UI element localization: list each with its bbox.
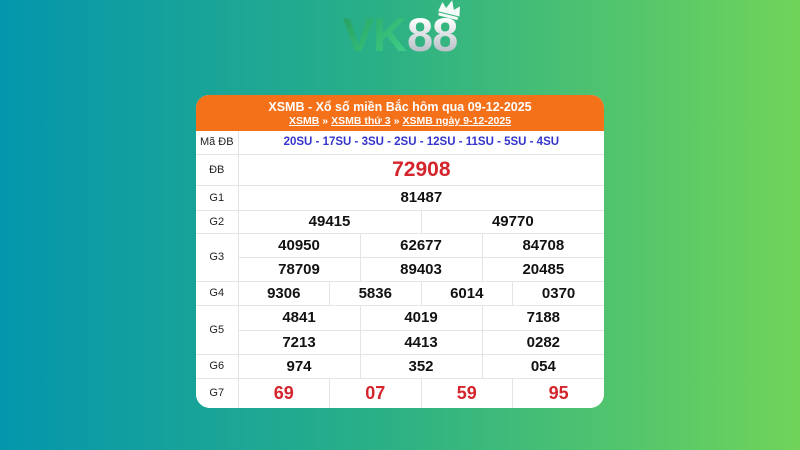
row-g5-line1: G5 4841 4019 7188 — [196, 304, 604, 355]
row-label-g1: G1 — [196, 184, 239, 211]
breadcrumb: XSMB» XSMB thứ 3» XSMB ngày 9-12-2025 — [196, 115, 604, 128]
prize-cell-g3: 40950 — [237, 232, 361, 258]
row-label-db: ĐB — [196, 153, 239, 186]
row-label-g7: G7 — [196, 377, 239, 408]
row-g3-line1: G3 40950 62677 84708 — [196, 232, 604, 282]
logo-text-vk: VK — [342, 8, 407, 61]
breadcrumb-link-xsmb[interactable]: XSMB — [288, 115, 320, 127]
prize-cell-g7: 59 — [420, 377, 513, 408]
prize-cell-g5: 4019 — [359, 304, 483, 331]
row-label-g2: G2 — [196, 209, 239, 234]
prize-cell-g3: 84708 — [481, 232, 604, 258]
prize-cell-g7: 95 — [512, 377, 604, 408]
result-title: XSMB - Xổ số miền Bắc hôm qua 09-12-2025 — [268, 100, 532, 114]
prize-cell-g6: 352 — [359, 353, 483, 379]
prize-cell-g5: 4413 — [359, 329, 483, 355]
row-label-g5: G5 — [196, 304, 239, 355]
row-label-g3: G3 — [196, 232, 239, 282]
header-bar: VK88 — [0, 0, 800, 64]
prize-cell-g5: 7213 — [238, 329, 361, 355]
prize-cell-g7: 07 — [329, 377, 422, 408]
row-label-g6: G6 — [196, 353, 239, 379]
vk88-logo[interactable]: VK88 — [342, 0, 461, 64]
results-table: Mã ĐB 20SU - 17SU - 3SU - 2SU - 12SU - 1… — [196, 131, 604, 408]
prize-cell-g2: 49415 — [237, 209, 422, 234]
row-g1: G1 81487 — [196, 184, 604, 211]
result-card-header: XSMB - Xổ số miền Bắc hôm qua 09-12-2025… — [196, 95, 604, 131]
prize-cell-g4: 6014 — [420, 280, 513, 306]
special-code-cell: 20SU - 17SU - 3SU - 2SU - 12SU - 11SU - … — [237, 131, 604, 155]
row-g2: G2 49415 49770 — [196, 209, 604, 234]
prize-cell-g5: 0282 — [481, 329, 604, 355]
row-g5-line2: 7213 4413 0282 — [196, 329, 604, 355]
prize-cell-g3: 78709 — [238, 256, 361, 282]
row-g3-line2: 78709 89403 20485 — [196, 256, 604, 282]
prize-cell-g5: 4841 — [237, 304, 361, 331]
crown-icon — [438, 0, 461, 20]
breadcrumb-link-xsmb-date[interactable]: XSMB ngày 9-12-2025 — [402, 115, 512, 127]
prize-cell-g5: 7188 — [481, 304, 604, 331]
row-g7: G7 69 07 59 95 — [196, 377, 604, 408]
breadcrumb-link-xsmb-thu3[interactable]: XSMB thứ 3 — [331, 115, 391, 127]
prize-cell-g4: 9306 — [237, 280, 330, 306]
row-db: ĐB 72908 — [196, 153, 604, 186]
prize-cell-g4: 0370 — [512, 280, 604, 306]
row-g6: G6 974 352 054 — [196, 353, 604, 379]
prize-cell-g4: 5836 — [329, 280, 422, 306]
row-g4: G4 9306 5836 6014 0370 — [196, 280, 604, 306]
prize-cell-g3: 20485 — [481, 256, 604, 282]
breadcrumb-separator: » — [322, 115, 329, 127]
breadcrumb-separator: » — [393, 115, 400, 127]
prize-cell-g1: 81487 — [237, 184, 604, 211]
prize-cell-g2: 49770 — [420, 209, 604, 234]
prize-cell-g3: 89403 — [359, 256, 483, 282]
prize-cell-g3: 62677 — [359, 232, 483, 258]
prize-cell-g6: 054 — [481, 353, 604, 379]
prize-cell-g6: 974 — [237, 353, 361, 379]
lottery-result-card: XSMB - Xổ số miền Bắc hôm qua 09-12-2025… — [196, 95, 604, 408]
prize-cell-db: 72908 — [237, 153, 604, 186]
row-madb: Mã ĐB 20SU - 17SU - 3SU - 2SU - 12SU - 1… — [196, 131, 604, 155]
row-label-madb: Mã ĐB — [196, 131, 239, 155]
row-label-g4: G4 — [196, 280, 239, 306]
prize-cell-g7: 69 — [237, 377, 330, 408]
